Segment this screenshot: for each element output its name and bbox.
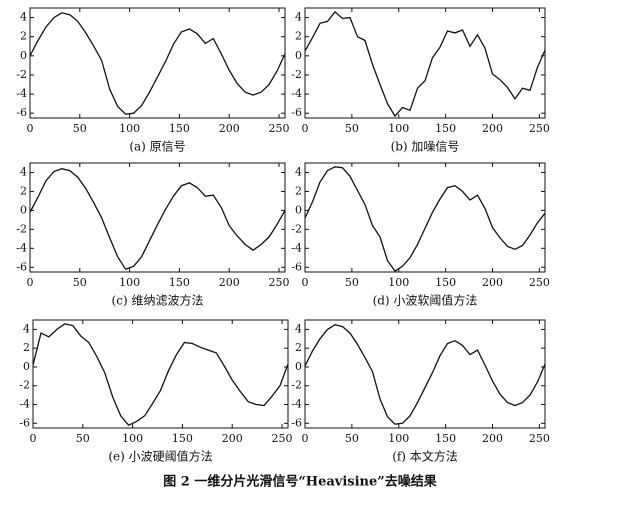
x-tick-label: 250: [269, 276, 290, 289]
y-tick-label: -2: [291, 379, 302, 392]
y-tick-label: -6: [291, 260, 302, 273]
panel: -6 -4 -2 0 2 4 0 50 100 150 200 250 (f) 本文方法: [291, 319, 550, 464]
x-tick-label: 0: [302, 122, 309, 135]
x-tick-label: 0: [27, 276, 34, 289]
x-tick-label: 200: [222, 432, 243, 445]
x-tick-label: 200: [482, 276, 503, 289]
y-tick-label: 4: [295, 11, 302, 24]
signal-line: [304, 166, 546, 272]
plot-frame: [29, 162, 286, 273]
x-tick-label: 0: [302, 432, 309, 445]
panel-caption: (b) 加噪信号: [391, 140, 460, 154]
y-tick-label: 0: [295, 49, 302, 62]
y-tick-label: -4: [291, 241, 302, 254]
y-tick-label: 4: [20, 165, 27, 178]
y-tick-label: 2: [295, 341, 302, 354]
x-tick-label: 100: [388, 122, 409, 135]
y-tick-label: 0: [20, 203, 27, 216]
x-tick-label: 50: [345, 122, 359, 135]
x-tick-label: 100: [119, 276, 140, 289]
plot-frame: [304, 7, 546, 119]
x-tick-label: 200: [482, 122, 503, 135]
x-tick-label: 250: [529, 122, 550, 135]
y-tick-label: -6: [19, 416, 30, 429]
y-tick-label: -4: [16, 87, 27, 100]
x-tick-label: 50: [345, 432, 359, 445]
x-tick-label: 200: [219, 276, 240, 289]
x-tick-label: 200: [482, 432, 503, 445]
y-tick-label: -6: [291, 416, 302, 429]
signal-line: [29, 12, 286, 115]
x-tick-label: 250: [272, 432, 293, 445]
y-tick-label: -2: [16, 68, 27, 81]
y-tick-label: -2: [19, 379, 30, 392]
y-tick-label: 2: [20, 30, 27, 43]
figure-caption: 图 2 一维分片光滑信号“Heavisine”去噪结果: [163, 474, 437, 490]
plot-frame: [304, 319, 546, 429]
x-tick-label: 100: [388, 276, 409, 289]
y-tick-label: 4: [20, 11, 27, 24]
y-tick-label: 4: [295, 322, 302, 335]
x-tick-label: 50: [345, 276, 359, 289]
y-tick-label: 0: [23, 360, 30, 373]
x-tick-label: 0: [30, 432, 37, 445]
y-tick-label: -6: [16, 106, 27, 119]
panel-caption: (a) 原信号: [129, 140, 185, 154]
y-tick-label: -4: [19, 398, 30, 411]
x-tick-label: 50: [73, 122, 87, 135]
y-tick-label: 0: [295, 203, 302, 216]
panel: -6 -4 -2 0 2 4 0 50 100 150 200 250 (c) 维纳滤波方法: [16, 162, 290, 308]
y-tick-label: -4: [291, 398, 302, 411]
y-tick-label: -2: [291, 68, 302, 81]
x-tick-label: 50: [76, 432, 90, 445]
panel: -6 -4 -2 0 2 4 0 50 100 150 200 250 (b) 加噪信号: [291, 7, 550, 154]
x-tick-label: 250: [529, 276, 550, 289]
panel: -6 -4 -2 0 2 4 0 50 100 150 200 250 (d) 小波软阈值方法: [291, 162, 550, 308]
y-tick-label: -4: [16, 241, 27, 254]
plot-frame: [32, 319, 289, 429]
plot-frame: [304, 162, 546, 273]
y-tick-label: -2: [16, 222, 27, 235]
x-tick-label: 100: [388, 432, 409, 445]
x-tick-label: 150: [435, 276, 456, 289]
y-tick-label: 4: [23, 322, 30, 335]
panel: -6 -4 -2 0 2 4 0 50 100 150 200 250 (e) 小波硬阈值方法: [19, 319, 293, 464]
y-tick-label: 2: [295, 184, 302, 197]
y-tick-label: 2: [23, 341, 30, 354]
x-tick-label: 200: [219, 122, 240, 135]
x-tick-label: 150: [435, 122, 456, 135]
x-tick-label: 250: [269, 122, 290, 135]
y-tick-label: 0: [295, 360, 302, 373]
x-tick-label: 150: [169, 276, 190, 289]
panel-caption: (c) 维纳滤波方法: [112, 293, 204, 308]
panel-caption: (d) 小波软阈值方法: [373, 293, 478, 308]
signal-line: [304, 10, 546, 118]
y-tick-label: 4: [295, 165, 302, 178]
plot-frame: [29, 7, 286, 119]
y-tick-label: -4: [291, 87, 302, 100]
y-tick-label: -2: [291, 222, 302, 235]
y-tick-label: -6: [291, 106, 302, 119]
x-tick-label: 50: [73, 276, 87, 289]
y-tick-label: 2: [295, 30, 302, 43]
panel: -6 -4 -2 0 2 4 0 50 100 150 200 250 (a) 原信号: [16, 7, 290, 154]
signal-line: [304, 324, 546, 425]
x-tick-label: 0: [27, 122, 34, 135]
panel-caption: (e) 小波硬阈值方法: [108, 449, 212, 464]
x-tick-label: 150: [172, 432, 193, 445]
panel-caption: (f) 本文方法: [392, 449, 458, 464]
y-tick-label: 0: [20, 49, 27, 62]
y-tick-label: -6: [16, 260, 27, 273]
x-tick-label: 0: [302, 276, 309, 289]
x-tick-label: 100: [119, 122, 140, 135]
x-tick-label: 150: [435, 432, 456, 445]
y-tick-label: 2: [20, 184, 27, 197]
x-tick-label: 250: [529, 432, 550, 445]
x-tick-label: 100: [122, 432, 143, 445]
signal-line: [32, 323, 289, 427]
signal-line: [29, 168, 286, 270]
x-tick-label: 150: [169, 122, 190, 135]
